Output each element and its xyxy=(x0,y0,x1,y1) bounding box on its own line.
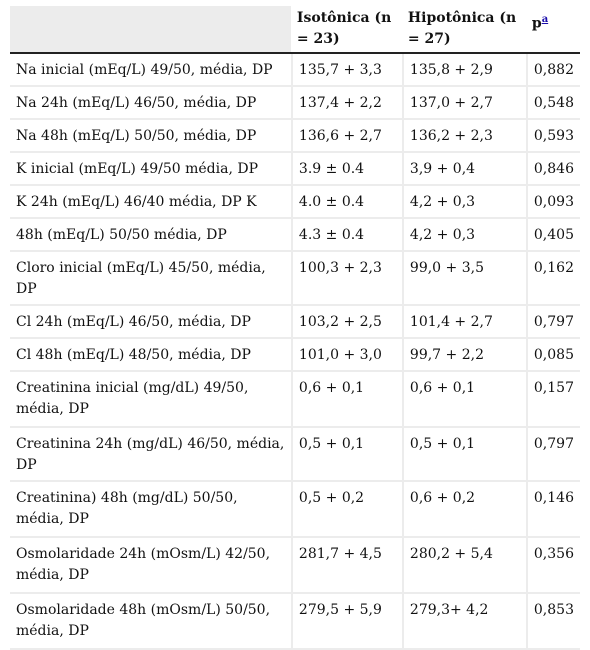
iso-value: 101,0 + 3,0 xyxy=(290,339,402,372)
hipo-value: 280,2 + 5,4 xyxy=(401,538,526,594)
row-label: K 24h (mEq/L) 46/40 média, DP K xyxy=(10,186,291,219)
table-row: Na inicial (mEq/L) 49/50, média, DP 135,7… xyxy=(10,54,580,87)
electrolyte-comparison-table: Isotônica (n = 23) Hipotônica (n = 27) p… xyxy=(10,6,580,650)
table-row: Creatinina) 48h (mg/dL) 50/50, média, DP… xyxy=(10,482,580,538)
header-p-value: pa xyxy=(525,6,580,54)
row-label: Osmolaridade 24h (mOsm/L) 42/50, média, … xyxy=(10,538,291,594)
row-label: Creatinina inicial (mg/dL) 49/50, média,… xyxy=(10,372,291,428)
hipo-value: 4,2 + 0,3 xyxy=(401,186,526,219)
hipo-value: 137,0 + 2,7 xyxy=(401,87,526,120)
row-label: Cloro inicial (mEq/L) 45/50, média, DP xyxy=(10,252,291,306)
footnote-a-link[interactable]: a xyxy=(541,14,549,25)
hipo-value: 0,5 + 0,1 xyxy=(401,428,526,482)
p-value: 0,882 xyxy=(525,54,580,87)
p-value: 0,356 xyxy=(525,538,580,594)
p-value: 0,146 xyxy=(525,482,580,538)
p-value: 0,405 xyxy=(525,219,580,252)
iso-value: 103,2 + 2,5 xyxy=(290,306,402,339)
iso-value: 0,5 + 0,1 xyxy=(290,428,402,482)
table-header: Isotônica (n = 23) Hipotônica (n = 27) p… xyxy=(10,6,580,54)
hipo-value: 0,6 + 0,1 xyxy=(401,372,526,428)
iso-value: 137,4 + 2,2 xyxy=(290,87,402,120)
table-row: Cl 48h (mEq/L) 48/50, média, DP 101,0 + 3… xyxy=(10,339,580,372)
hipo-value: 99,0 + 3,5 xyxy=(401,252,526,306)
hipo-value: 3,9 + 0,4 xyxy=(401,153,526,186)
table-row: Na 24h (mEq/L) 46/50, média, DP 137,4 + 2… xyxy=(10,87,580,120)
p-value: 0,797 xyxy=(525,428,580,482)
footnote-a-sup: a xyxy=(542,11,548,25)
table-row: Cl 24h (mEq/L) 46/50, média, DP 103,2 + 2… xyxy=(10,306,580,339)
hipo-value: 4,2 + 0,3 xyxy=(401,219,526,252)
row-label: Creatinina 24h (mg/dL) 46/50, média, DP xyxy=(10,428,291,482)
iso-value: 281,7 + 4,5 xyxy=(290,538,402,594)
iso-value: 0,5 + 0,2 xyxy=(290,482,402,538)
p-value: 0,157 xyxy=(525,372,580,428)
row-label: 48h (mEq/L) 50/50 média, DP xyxy=(10,219,291,252)
p-value: 0,846 xyxy=(525,153,580,186)
iso-value: 135,7 + 3,3 xyxy=(290,54,402,87)
iso-value: 4.0 ± 0.4 xyxy=(290,186,402,219)
table-row: Creatinina 24h (mg/dL) 46/50, média, DP 0… xyxy=(10,428,580,482)
table-row: Cloro inicial (mEq/L) 45/50, média, DP 10… xyxy=(10,252,580,306)
row-label: Osmolaridade 48h (mOsm/L) 50/50, média, … xyxy=(10,594,291,650)
header-hipotonica: Hipotônica (n = 27) xyxy=(401,6,526,54)
row-label: Na 48h (mEq/L) 50/50, média, DP xyxy=(10,120,291,153)
hipo-value: 99,7 + 2,2 xyxy=(401,339,526,372)
header-p-label: p xyxy=(531,15,542,32)
table-row: Creatinina inicial (mg/dL) 49/50, média,… xyxy=(10,372,580,428)
row-label: Cl 48h (mEq/L) 48/50, média, DP xyxy=(10,339,291,372)
table-row: K 24h (mEq/L) 46/40 média, DP K 4.0 ± 0.4… xyxy=(10,186,580,219)
table-row: K inicial (mEq/L) 49/50 média, DP 3.9 ± 0… xyxy=(10,153,580,186)
hipo-value: 101,4 + 2,7 xyxy=(401,306,526,339)
hipo-value: 136,2 + 2,3 xyxy=(401,120,526,153)
table-row: Na 48h (mEq/L) 50/50, média, DP 136,6 + 2… xyxy=(10,120,580,153)
header-row: Isotônica (n = 23) Hipotônica (n = 27) p… xyxy=(10,6,580,54)
p-value: 0,797 xyxy=(525,306,580,339)
p-value: 0,853 xyxy=(525,594,580,650)
hipo-value: 135,8 + 2,9 xyxy=(401,54,526,87)
row-label: Na inicial (mEq/L) 49/50, média, DP xyxy=(10,54,291,87)
row-label: Na 24h (mEq/L) 46/50, média, DP xyxy=(10,87,291,120)
hipo-value: 0,6 + 0,2 xyxy=(401,482,526,538)
header-empty-cell xyxy=(10,6,291,54)
p-value: 0,593 xyxy=(525,120,580,153)
p-value: 0,548 xyxy=(525,87,580,120)
table-row: 48h (mEq/L) 50/50 média, DP 4.3 ± 0.4 4,2 … xyxy=(10,219,580,252)
hipo-value: 279,3+ 4,2 xyxy=(401,594,526,650)
p-value: 0,093 xyxy=(525,186,580,219)
table-row: Osmolaridade 48h (mOsm/L) 50/50, média, … xyxy=(10,594,580,650)
iso-value: 279,5 + 5,9 xyxy=(290,594,402,650)
iso-value: 136,6 + 2,7 xyxy=(290,120,402,153)
table-body: Na inicial (mEq/L) 49/50, média, DP 135,7… xyxy=(10,54,580,650)
table-row: Osmolaridade 24h (mOsm/L) 42/50, média, … xyxy=(10,538,580,594)
row-label: K inicial (mEq/L) 49/50 média, DP xyxy=(10,153,291,186)
p-value: 0,085 xyxy=(525,339,580,372)
iso-value: 100,3 + 2,3 xyxy=(290,252,402,306)
row-label: Creatinina) 48h (mg/dL) 50/50, média, DP xyxy=(10,482,291,538)
iso-value: 4.3 ± 0.4 xyxy=(290,219,402,252)
iso-value: 3.9 ± 0.4 xyxy=(290,153,402,186)
row-label: Cl 24h (mEq/L) 46/50, média, DP xyxy=(10,306,291,339)
iso-value: 0,6 + 0,1 xyxy=(290,372,402,428)
header-isotonica: Isotônica (n = 23) xyxy=(290,6,402,54)
p-value: 0,162 xyxy=(525,252,580,306)
